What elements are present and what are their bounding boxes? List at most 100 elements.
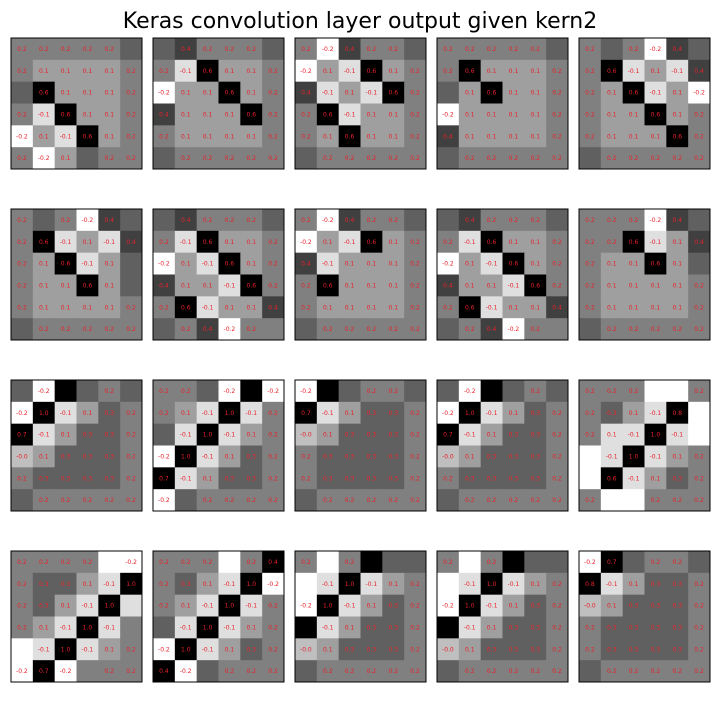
heatmap-cell: [666, 274, 689, 297]
cell-value-label: 0.1: [465, 261, 475, 268]
cell-value-label: 0.1: [61, 304, 71, 311]
heatmap-cell: [153, 147, 176, 170]
heatmap-panel-14: -0.2 0.2 -0.2 1.0 -0.1 0.1 0.3 0.2 0.7 -0.1 0.1 0.3…: [436, 379, 569, 512]
heatmap-cell: [262, 125, 285, 148]
cell-value-label: 1.0: [39, 410, 49, 417]
cell-value-label: 0.1: [181, 603, 191, 610]
heatmap-cell: [546, 230, 569, 254]
heatmap-cell: [316, 125, 340, 148]
heatmap-cell: [153, 594, 176, 617]
heatmap-cell: [480, 616, 503, 639]
heatmap-cell: [218, 103, 241, 126]
heatmap-panel-2: 0.4 0.2 0.2 0.2 0.2 -0.1 0.6 0.1 0.1 0.2 -0.2 0.1 0.…: [152, 37, 285, 170]
cell-value-label: 0.2: [629, 155, 639, 162]
cell-value-label: 0.6: [487, 90, 497, 97]
cell-value-label: 0.2: [672, 155, 682, 162]
cell-value-label: 0.6: [509, 261, 519, 268]
cell-value-label: 0.2: [39, 46, 49, 53]
heatmap-cell: [218, 489, 241, 512]
heatmap-cell: [295, 252, 318, 275]
cell-value-label: 0.2: [410, 68, 420, 75]
heatmap-cell: [458, 638, 482, 661]
heatmap-cell: [404, 401, 427, 425]
cell-value-label: 0.2: [672, 668, 682, 675]
cell-value-label: 0.3: [672, 581, 682, 588]
cell-value-label: -0.2: [158, 261, 170, 268]
cell-value-label: 0.3: [83, 432, 93, 439]
cell-value-label: 0.2: [159, 133, 169, 140]
cell-value-label: 0.1: [465, 646, 475, 653]
cell-value-label: 0.3: [651, 603, 661, 610]
cell-value-label: 0.2: [530, 155, 540, 162]
cell-value-label: 0.2: [126, 646, 136, 653]
heatmap-cell: [262, 660, 285, 683]
heatmap-cell: [240, 318, 263, 341]
heatmap-cell: [644, 209, 667, 232]
cell-value-label: 0.1: [607, 111, 617, 118]
cell-value-label: 0.3: [246, 475, 256, 482]
cell-value-label: 0.2: [629, 46, 639, 53]
heatmap-cell: [524, 445, 547, 468]
heatmap-cell: [32, 147, 56, 170]
heatmap-cell: [600, 380, 624, 403]
heatmap-cell: [688, 551, 711, 574]
cell-value-label: 0.3: [672, 646, 682, 653]
cell-value-label: -0.1: [202, 646, 214, 653]
cell-value-label: 0.3: [530, 453, 540, 460]
cell-value-label: 0.2: [585, 624, 595, 631]
cell-value-label: 0.3: [509, 646, 519, 653]
cell-value-label: 1.0: [225, 410, 235, 417]
heatmap-cell: [546, 489, 569, 512]
heatmap-cell: [316, 296, 340, 319]
heatmap-cell: [579, 551, 602, 574]
heatmap-cell: [502, 296, 525, 319]
cell-value-label: -0.2: [38, 388, 50, 395]
cell-value-label: 0.1: [203, 111, 213, 118]
heatmap-cell: [480, 489, 503, 512]
cell-value-label: -0.2: [650, 46, 662, 53]
heatmap-cell: [600, 296, 624, 319]
heatmap-cell: [502, 380, 525, 403]
heatmap-cell: [688, 252, 711, 275]
cell-value-label: 0.2: [585, 261, 595, 268]
cell-value-label: 0.2: [694, 646, 704, 653]
heatmap-cell: [644, 638, 667, 661]
heatmap-cell: [480, 125, 503, 148]
heatmap-cell: [622, 38, 645, 61]
cell-value-label: 0.2: [410, 90, 420, 97]
heatmap-cell: [32, 318, 56, 341]
heatmap-cell: [32, 274, 56, 297]
cell-value-label: 0.4: [443, 282, 453, 289]
cell-value-label: 0.4: [203, 326, 213, 333]
heatmap-cell: [600, 125, 624, 148]
heatmap-cell: [316, 274, 340, 297]
heatmap-cell: [437, 230, 460, 254]
cell-value-label: -0.1: [366, 581, 378, 588]
heatmap-cell: [98, 423, 121, 446]
heatmap-cell: [600, 660, 624, 683]
cell-value-label: 0.1: [225, 304, 235, 311]
heatmap-cell: [546, 551, 569, 574]
cell-value-label: 0.1: [367, 282, 377, 289]
cell-value-label: 0.2: [443, 239, 453, 246]
heatmap-cell: [174, 401, 198, 425]
cell-value-label: 0.2: [487, 559, 497, 566]
heatmap-panel-6: 0.2 0.2 -0.2 0.4 0.2 0.6 -0.1 0.1 -0.1 0.4 0.2 0.1 0…: [10, 208, 143, 341]
heatmap-cell: [502, 209, 525, 232]
heatmap-cell: [316, 318, 340, 341]
heatmap-cell: [316, 572, 340, 596]
heatmap-cell: [240, 230, 263, 254]
heatmap-cell: [622, 103, 645, 126]
cell-value-label: 0.6: [203, 68, 213, 75]
cell-value-label: 0.3: [345, 646, 355, 653]
heatmap-cell: [338, 594, 361, 617]
cell-value-label: -0.2: [300, 388, 312, 395]
heatmap-cell: [174, 551, 198, 574]
heatmap-cell: [622, 660, 645, 683]
cell-value-label: 0.3: [225, 475, 235, 482]
cell-value-label: 0.1: [530, 581, 540, 588]
cell-value-label: 0.2: [552, 261, 562, 268]
cell-value-label: 0.2: [509, 668, 519, 675]
cell-value-label: 0.2: [410, 261, 420, 268]
